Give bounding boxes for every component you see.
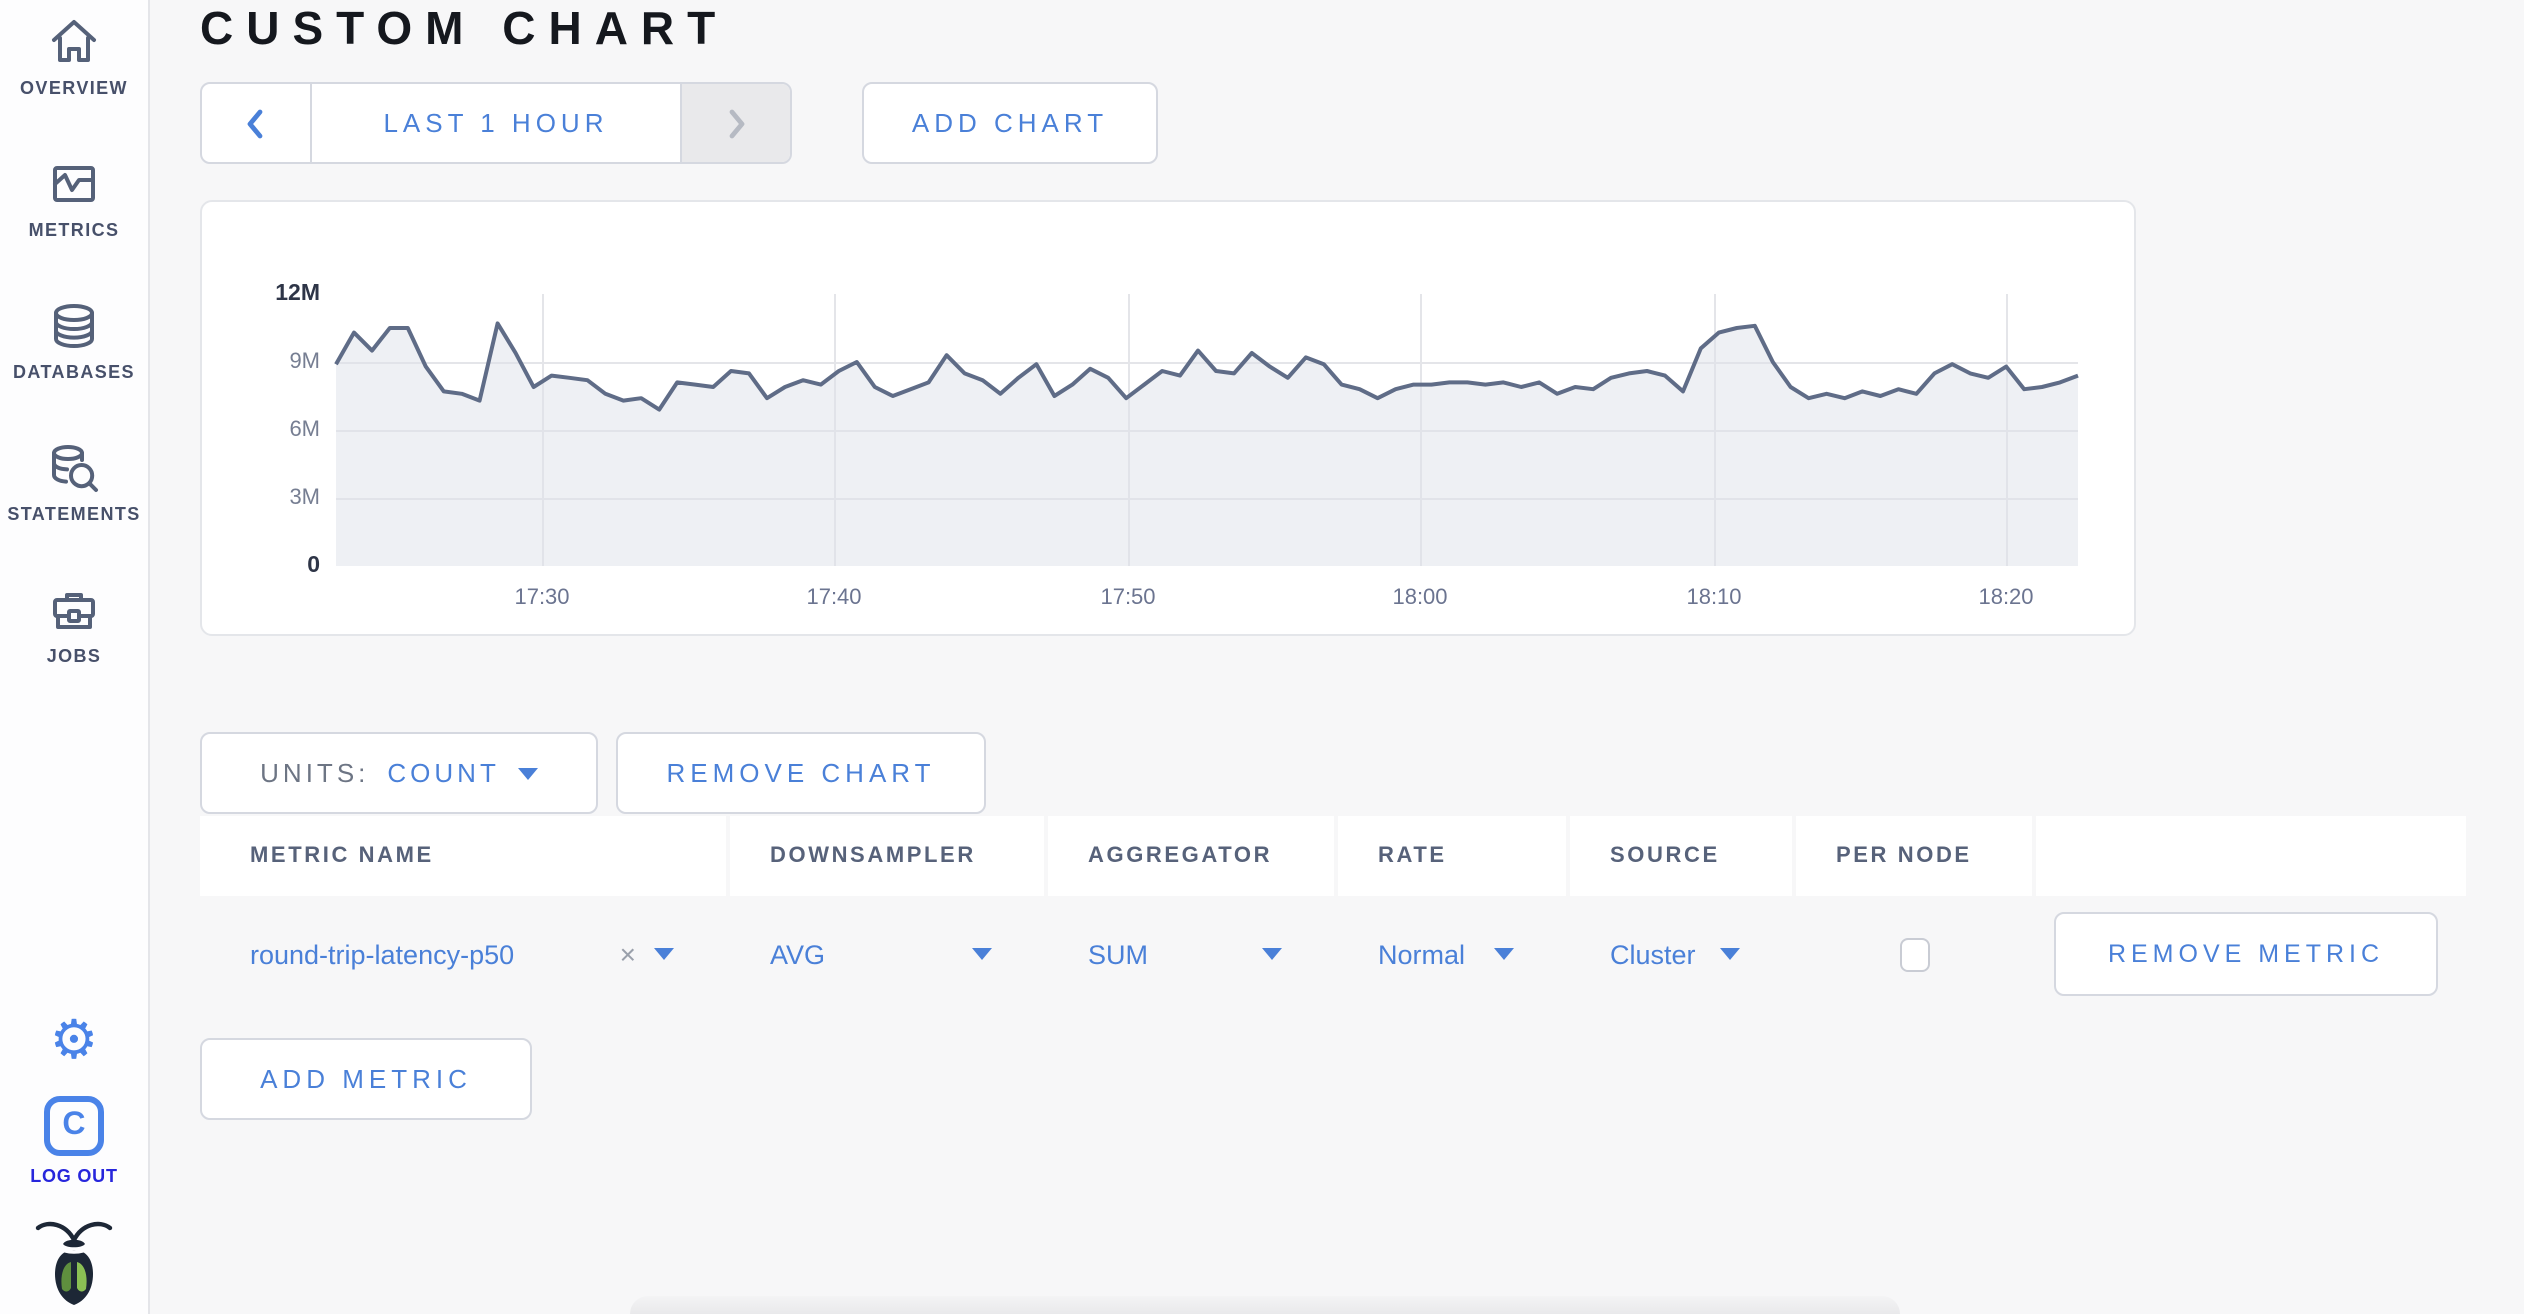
chevron-down-icon <box>517 767 538 779</box>
metrics-table-header: METRIC NAME DOWNSAMPLER AGGREGATOR RATE … <box>200 816 2468 896</box>
units-value: COUNT <box>387 758 500 788</box>
column-header-source: SOURCE <box>1570 816 1792 896</box>
chevron-down-icon <box>1494 948 1514 960</box>
x-tick-label: 17:50 <box>1100 586 1156 610</box>
add-chart-button[interactable]: ADD CHART <box>862 82 1158 164</box>
database-icon <box>54 304 94 348</box>
home-icon <box>51 20 96 62</box>
series-line <box>334 321 2079 412</box>
logout-label: LOG OUT <box>30 1166 118 1186</box>
y-tick-label: 3M <box>289 486 320 510</box>
column-header-downsampler: DOWNSAMPLER <box>730 816 1044 896</box>
sidebar-item-metrics[interactable]: METRICS <box>29 158 120 240</box>
chevron-down-icon <box>972 948 992 960</box>
chevron-down-icon <box>1720 948 1740 960</box>
chevron-left-icon <box>247 108 263 138</box>
downsampler-value: AVG <box>770 939 826 969</box>
metrics-icon <box>53 166 95 202</box>
jobs-icon <box>53 593 95 629</box>
remove-chart-button[interactable]: REMOVE CHART <box>616 732 986 814</box>
column-header-per-node: PER NODE <box>1796 816 2032 896</box>
column-header-rate: RATE <box>1338 816 1566 896</box>
column-header-metric-name: METRIC NAME <box>200 816 726 896</box>
aggregator-value: SUM <box>1088 939 1148 969</box>
gear-icon[interactable]: ⚙ <box>49 1010 99 1070</box>
logout-button[interactable]: C LOG OUT <box>30 1096 118 1186</box>
aggregator-dropdown[interactable]: SUM <box>1088 939 1334 969</box>
source-value: Cluster <box>1610 939 1696 969</box>
metric-row: round-trip-latency-p50 × AVG <box>200 896 2468 1012</box>
statements-icon <box>51 445 98 492</box>
cockroach-c-icon: C <box>43 1096 104 1156</box>
y-tick-label: 9M <box>289 350 320 374</box>
units-label: UNITS: <box>260 758 370 788</box>
actions-cell: REMOVE METRIC <box>2036 912 2466 996</box>
column-header-aggregator: AGGREGATOR <box>1048 816 1334 896</box>
area-fill <box>336 323 2078 566</box>
metrics-table: METRIC NAME DOWNSAMPLER AGGREGATOR RATE … <box>200 816 2468 1120</box>
sidebar-item-overview[interactable]: OVERVIEW <box>20 16 128 98</box>
x-tick-label: 17:30 <box>514 586 570 610</box>
y-tick-label: 6M <box>289 418 320 442</box>
chevron-down-icon <box>654 948 674 960</box>
chevron-right-icon <box>729 108 745 138</box>
timeseries-chart <box>334 321 2079 566</box>
sidebar-item-label: JOBS <box>46 646 102 666</box>
time-range-picker: LAST 1 HOUR <box>200 82 792 164</box>
chart-plot-area: 12M 9M 6M 3M 0 17:30 17:40 17:50 18:00 1… <box>275 282 2079 610</box>
y-tick-label: 0 <box>307 554 320 578</box>
chevron-down-icon <box>1262 948 1282 960</box>
page-title: CUSTOM CHART <box>200 2 729 54</box>
aggregator-cell: SUM <box>1048 939 1334 969</box>
downsampler-cell: AVG <box>730 939 1044 969</box>
per-node-cell <box>1796 937 2032 971</box>
sidebar-item-label: DATABASES <box>13 362 135 382</box>
x-tick-label: 18:20 <box>1978 586 2034 610</box>
rate-value: Normal <box>1378 939 1466 969</box>
sidebar-item-jobs[interactable]: JOBS <box>47 584 102 666</box>
x-tick-label: 18:10 <box>1686 586 1742 610</box>
source-cell: Cluster <box>1570 939 1792 969</box>
main-content: CUSTOM CHART LAST 1 HOUR ADD CHART <box>150 0 2524 1314</box>
time-prev-button[interactable] <box>202 84 312 162</box>
rate-dropdown[interactable]: Normal <box>1378 939 1566 969</box>
chart-card: 12M 9M 6M 3M 0 17:30 17:40 17:50 18:00 1… <box>200 200 2136 636</box>
time-next-button[interactable] <box>680 84 790 162</box>
x-tick-label: 17:40 <box>806 586 862 610</box>
metric-name-value: round-trip-latency-p50 <box>250 939 515 969</box>
remove-metric-button[interactable]: REMOVE METRIC <box>2054 912 2438 996</box>
sidebar: OVERVIEW METRICS DATABASES <box>0 0 150 1314</box>
sidebar-item-label: STATEMENTS <box>7 504 141 524</box>
sidebar-item-label: METRICS <box>28 220 120 240</box>
x-tick-label: 18:00 <box>1392 586 1448 610</box>
clear-metric-icon[interactable]: × <box>619 938 636 970</box>
y-tick-label: 12M <box>275 282 320 306</box>
downsampler-dropdown[interactable]: AVG <box>770 939 1044 969</box>
source-dropdown[interactable]: Cluster <box>1610 939 1792 969</box>
sidebar-item-label: OVERVIEW <box>20 78 128 98</box>
metric-name-cell: round-trip-latency-p50 × <box>200 938 726 970</box>
horizontal-scrollbar[interactable] <box>630 1296 1900 1314</box>
toolbar: LAST 1 HOUR ADD CHART <box>200 82 2524 164</box>
sidebar-item-statements[interactable]: STATEMENTS <box>7 442 140 524</box>
time-range-value[interactable]: LAST 1 HOUR <box>383 108 609 138</box>
metric-name-dropdown[interactable]: round-trip-latency-p50 × <box>250 938 726 970</box>
units-dropdown[interactable]: UNITS: COUNT <box>200 732 598 814</box>
sidebar-item-databases[interactable]: DATABASES <box>13 300 135 382</box>
rate-cell: Normal <box>1338 939 1566 969</box>
chart-controls: UNITS: COUNT REMOVE CHART <box>200 732 2524 814</box>
per-node-checkbox[interactable] <box>1899 937 1929 971</box>
column-header-actions <box>2036 816 2466 896</box>
add-metric-button[interactable]: ADD METRIC <box>200 1038 532 1120</box>
cockroach-bug-icon <box>35 1221 113 1305</box>
